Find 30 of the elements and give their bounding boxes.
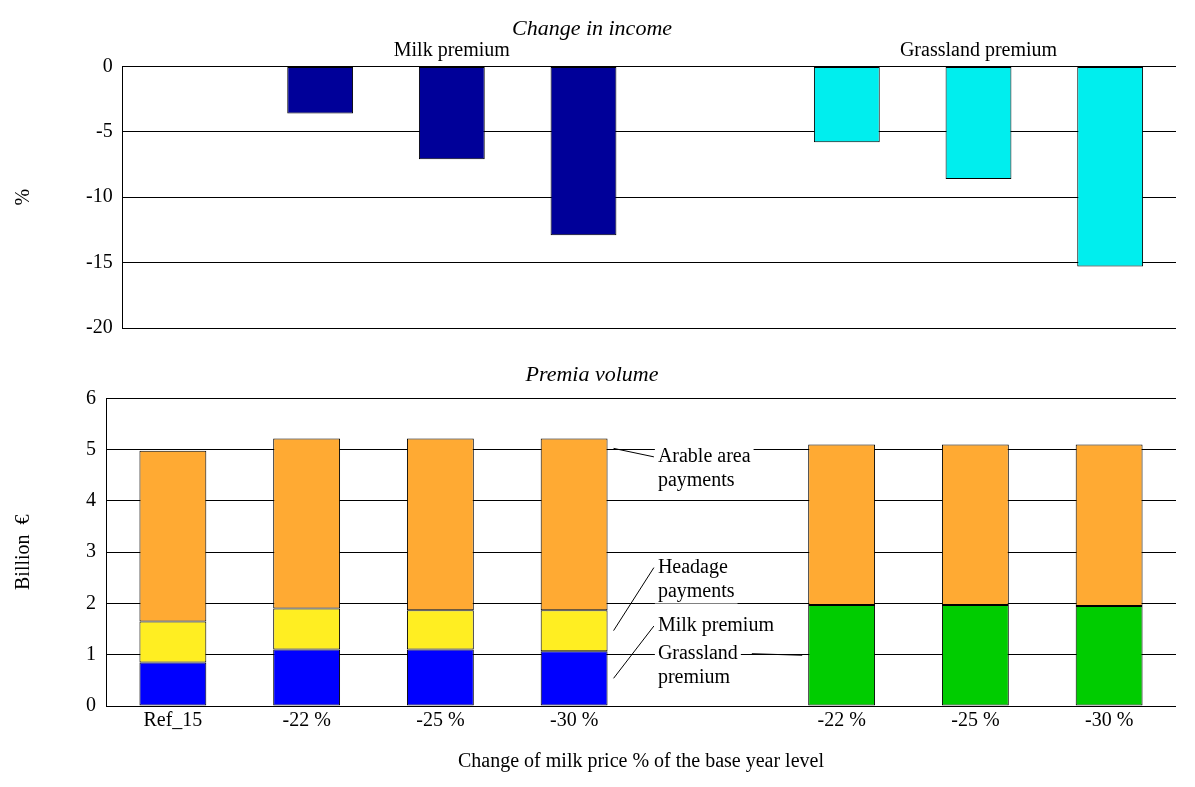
y-axis-title: Billion € [11,514,34,590]
x-tick-label: -30 % [1084,708,1134,731]
x-tick-label: Ref_15 [143,708,203,731]
y-axis-title: % [11,188,34,206]
y-tick-label: 1 [86,641,96,664]
x-tick-label: -25 % [951,708,1000,731]
chart-title: Change in income [511,14,673,40]
x-axis-title: Change of milk price % of the base year level [458,749,825,773]
y-tick-label: -5 [95,119,113,142]
chart-title: Premia volume [524,360,659,386]
y-tick-label: 3 [86,539,96,562]
y-tick-label: 0 [102,53,113,76]
y-tick-label: -10 [85,184,113,207]
y-tick-label: 5 [86,436,96,459]
series-label: Grassland premium [899,37,1058,61]
text: Arable area payments [657,444,751,492]
y-tick-label: 6 [86,385,96,408]
y-tick-label: -20 [85,315,113,338]
x-tick-label: -25 % [416,708,465,731]
text: Milk premium [657,613,775,637]
text: Headage payments [657,554,735,602]
text: Grassland premium [657,640,738,688]
y-tick-label: -15 [85,249,113,272]
y-tick-label: 4 [86,488,96,511]
x-tick-label: -22 % [282,708,331,731]
y-tick-label: 2 [86,590,96,613]
x-tick-label: -30 % [549,708,599,731]
y-tick-label: 0 [86,693,96,716]
series-label: Milk premium [393,37,511,61]
x-tick-label: -22 % [817,708,866,731]
